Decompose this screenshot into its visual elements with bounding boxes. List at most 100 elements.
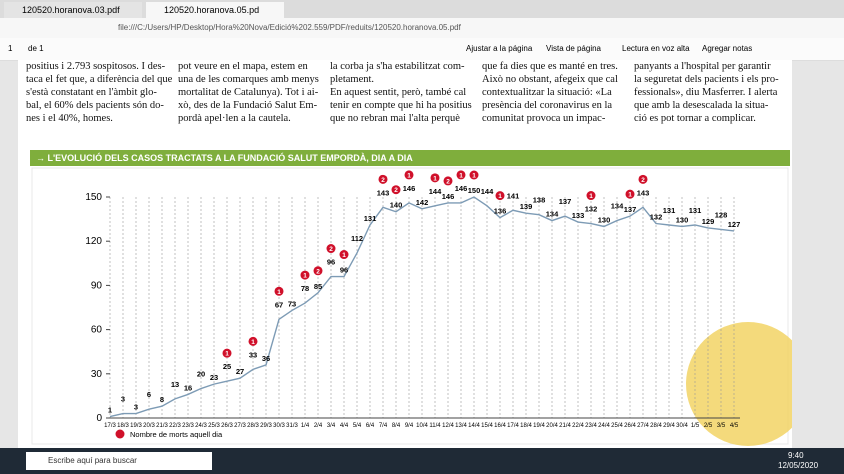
x-tick-label: 22/3	[169, 423, 181, 429]
death-label: 1	[342, 252, 346, 259]
data-label: 96	[327, 258, 335, 267]
text-line: taca el fet que, a diferència del que	[26, 74, 173, 85]
text-line: contextualitzar la situació: «La	[482, 87, 612, 98]
data-label: 36	[262, 354, 270, 363]
column: panyants a l'hospital per garantir la seg…	[634, 60, 779, 125]
death-label: 1	[589, 193, 593, 200]
x-tick-label: 23/4	[585, 423, 597, 429]
date: 12/05/2020	[778, 461, 819, 470]
x-tick-label: 18/4	[520, 423, 532, 429]
data-label: 132	[650, 213, 663, 222]
x-tick-label: 20/3	[143, 423, 155, 429]
x-tick-label: 5/4	[353, 423, 362, 429]
clock: 9:40	[788, 451, 804, 460]
x-tick-label: 19/3	[130, 423, 142, 429]
text-line: En aquest sentit, però, també cal	[330, 87, 467, 98]
text-line: mortalitat de Catalunya). Tot i ai-	[178, 87, 319, 98]
view-button[interactable]: Vista de página	[546, 44, 602, 53]
column: pot veure en el mapa, estem en una de les…	[178, 60, 319, 125]
x-tick-label: 6/4	[366, 423, 375, 429]
data-label: 150	[468, 186, 481, 195]
x-tick-label: 30/3	[273, 423, 285, 429]
notes-button[interactable]: Agregar notas	[702, 44, 753, 53]
data-label: 131	[689, 206, 702, 215]
death-label: 1	[459, 172, 463, 179]
text-line: pot veure en el mapa, estem en	[178, 61, 308, 72]
data-label: 144	[429, 187, 442, 196]
fit-button[interactable]: Ajustar a la página	[466, 44, 533, 53]
data-label: 143	[377, 188, 390, 197]
x-tick-label: 13/4	[455, 423, 467, 429]
data-label: 78	[301, 284, 309, 293]
death-marker	[638, 174, 648, 184]
x-tick-label: 25/3	[208, 423, 220, 429]
pdf-toolbar: 1 de 1 Ajustar a la página Vista de pági…	[0, 38, 844, 61]
data-label: 112	[351, 234, 363, 243]
death-marker	[274, 286, 284, 296]
death-marker	[313, 266, 323, 276]
x-tick-label: 11/4	[429, 423, 441, 429]
death-label: 1	[472, 173, 476, 180]
data-label: 3	[121, 395, 125, 404]
data-label: 134	[611, 202, 624, 211]
data-label: 143	[637, 188, 650, 197]
data-label: 141	[507, 191, 520, 200]
x-tick-label: 19/4	[533, 423, 545, 429]
data-label: 23	[210, 373, 218, 382]
data-label: 129	[702, 217, 715, 226]
death-label: 1	[498, 193, 502, 200]
pdf-page: positius i 2.793 sospitosos. I des-taca …	[18, 60, 792, 448]
legend-label: Nombre de morts aquell dia	[130, 430, 223, 439]
x-tick-label: 23/3	[182, 423, 194, 429]
x-tick-label: 22/4	[572, 423, 584, 429]
text-line: panyants a l'hospital per garantir	[634, 61, 771, 72]
read-button[interactable]: Lectura en voz alta	[622, 44, 690, 53]
death-label: 2	[394, 187, 398, 194]
x-tick-label: 28/4	[650, 423, 662, 429]
data-label: 1	[108, 406, 112, 415]
data-label: 127	[728, 220, 741, 229]
line	[109, 196, 735, 418]
url[interactable]: file:///C:/Users/HP/Desktop/Hora%20Nova/…	[118, 23, 461, 32]
text-line: tenir en compte que hi ha positius	[330, 100, 472, 111]
tab[interactable]: 120520.horanova.05.pd	[146, 2, 284, 18]
chart: → L'EVOLUCIÓ DELS CASOS TRACTATS A LA FU…	[30, 150, 792, 446]
data-label: 85	[314, 282, 322, 291]
death-label: 2	[316, 268, 320, 275]
search-box[interactable]: Escribe aquí para buscar	[26, 452, 212, 470]
x-tick-label: 2/5	[704, 423, 713, 429]
y-tick-label: 120	[85, 236, 102, 247]
x-tick-label: 24/3	[195, 423, 207, 429]
page-number[interactable]: 1	[8, 44, 13, 53]
death-marker	[430, 173, 440, 183]
death-marker	[339, 250, 349, 260]
x-tick-label: 30/4	[676, 423, 688, 429]
x-tick-label: 29/4	[663, 423, 675, 429]
x-tick-label: 21/3	[156, 423, 168, 429]
text-line: s'està constatant en l'àmbit glo-	[26, 87, 157, 98]
x-tick-label: 3/5	[717, 423, 726, 429]
x-tick-label: 10/4	[416, 423, 428, 429]
y-tick-label: 30	[91, 369, 103, 380]
x-tick-label: 27/4	[637, 423, 649, 429]
tab[interactable]: 120520.horanova.03.pdf	[4, 2, 142, 18]
title-bar	[30, 150, 790, 166]
chart-title: → L'EVOLUCIÓ DELS CASOS TRACTATS A LA FU…	[36, 152, 413, 163]
text-line: xò, des de la Fundació Salut Em-	[178, 100, 318, 111]
column: que fa dies que es manté en tres. Això no…	[482, 60, 618, 125]
page-count: de 1	[28, 44, 44, 53]
x-tick-label: 20/4	[546, 423, 558, 429]
text-line: comunitat provoca un impac-	[482, 113, 606, 124]
data-label: 134	[546, 210, 559, 219]
y-tick-label: 60	[91, 325, 103, 336]
death-label: 2	[329, 246, 333, 253]
death-label: 2	[641, 177, 645, 184]
plot-bg	[31, 167, 789, 445]
taskbar: Escribe aquí para buscar 9:40 12/05/2020	[0, 448, 844, 474]
x-tick-label: 15/4	[481, 423, 493, 429]
x-tick-label: 1/4	[301, 423, 310, 429]
death-marker	[443, 176, 453, 186]
death-marker	[326, 244, 336, 254]
text-line: presència del coronavirus en la	[482, 100, 613, 111]
x-tick-label: 26/3	[221, 423, 233, 429]
